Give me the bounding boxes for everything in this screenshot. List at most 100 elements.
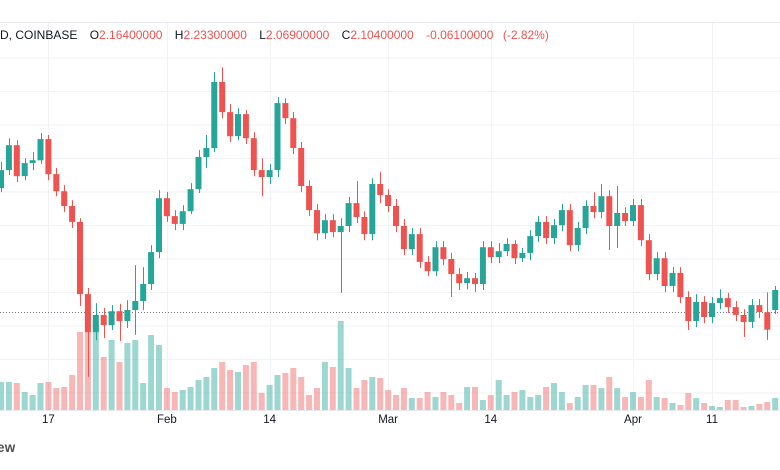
volume-bar: [440, 392, 447, 410]
volume-bar: [314, 388, 320, 410]
volume-bar: [582, 385, 589, 410]
volume-bar: [685, 393, 692, 410]
volume-bar: [156, 345, 162, 410]
volume-bar: [21, 392, 28, 410]
open-label: O: [89, 28, 100, 42]
volume-bar: [464, 387, 471, 410]
candle-body: [266, 170, 273, 178]
volume-bar: [92, 320, 99, 410]
candle-body: [590, 206, 597, 213]
candle-body: [0, 170, 4, 189]
candle-body: [353, 203, 360, 217]
volume-bar: [709, 406, 715, 410]
volume-bar: [637, 397, 644, 410]
candle-body: [645, 240, 652, 275]
volume-bar: [661, 398, 668, 410]
volume-bar: [13, 383, 20, 410]
volume-bar: [543, 387, 550, 410]
candle-body: [5, 145, 12, 171]
candle-body: [13, 145, 20, 177]
volume-bar: [535, 395, 542, 410]
candle-body: [306, 186, 313, 211]
candle-body: [242, 114, 249, 139]
volume-bar: [353, 388, 360, 410]
candle-body: [661, 258, 668, 286]
volume-bar: [732, 400, 739, 410]
change-percent: (-2.82%): [502, 28, 549, 42]
candle-body: [361, 217, 368, 235]
volume-bar: [69, 375, 76, 410]
volume-bar: [456, 403, 463, 410]
time-axis-label: 11: [706, 414, 718, 426]
tradingview-watermark[interactable]: ew: [0, 440, 16, 455]
low-label: L: [259, 28, 266, 42]
candle-body: [314, 210, 320, 234]
volume-bar: [337, 321, 344, 410]
volume-bar: [558, 392, 565, 410]
volume-bar: [361, 380, 368, 410]
candle-body: [701, 301, 708, 317]
candle-body: [92, 315, 99, 333]
candle-body: [29, 160, 36, 164]
volume-bar: [37, 383, 44, 410]
candle-body: [543, 221, 550, 239]
volume-bar: [408, 398, 415, 410]
ohlc-open: O2.16400000: [90, 28, 163, 42]
volume-bar: [701, 403, 708, 410]
volume-bar: [772, 398, 779, 410]
candle-body: [606, 196, 613, 226]
volume-bar: [219, 362, 226, 410]
time-axis-label: 17: [41, 414, 55, 426]
volume-bar: [203, 377, 210, 410]
volume-bar: [345, 368, 352, 410]
candle-body: [163, 198, 170, 217]
volume-bar: [479, 400, 486, 410]
volume-bar: [614, 388, 621, 410]
volume-bar: [574, 397, 581, 410]
close-value: 2.10400000: [350, 28, 414, 42]
volume-bar: [740, 407, 747, 410]
candle-body: [740, 315, 747, 322]
volume-bar: [432, 397, 439, 410]
volume-bar: [653, 397, 660, 410]
volume-bar: [45, 382, 52, 410]
candle-body: [195, 157, 202, 190]
candle-body: [408, 234, 415, 250]
volume-bar: [100, 357, 107, 410]
candle-body: [235, 114, 241, 137]
volume-bar: [140, 383, 147, 410]
candle-body: [637, 205, 644, 241]
candle-body: [337, 226, 344, 233]
symbol-timeframe-exchange[interactable]: D, COINBASE: [0, 28, 78, 42]
close-label: C: [341, 28, 351, 42]
candle-body: [290, 118, 297, 148]
volume-bar: [148, 335, 155, 410]
symbol-legend[interactable]: D, COINBASE O2.16400000 H2.23300000 L2.0…: [0, 27, 555, 43]
volume-bar: [266, 385, 273, 410]
candle-body: [227, 112, 234, 137]
volume-bar: [124, 343, 131, 410]
volume-bar: [5, 382, 12, 410]
candle-body: [622, 213, 629, 222]
candle-body: [685, 297, 692, 322]
volume-bar: [116, 362, 123, 410]
time-axis-label: Apr: [624, 414, 642, 426]
volume-bar: [227, 370, 234, 410]
volume-bar: [400, 388, 407, 410]
candle-body: [369, 184, 376, 235]
volume-bar: [551, 383, 557, 410]
candle-body: [108, 311, 115, 326]
open-value: 2.16400000: [99, 28, 163, 42]
volume-bar: [242, 365, 249, 410]
volume-bar: [598, 388, 605, 410]
candle-body: [519, 252, 526, 259]
candle-body: [448, 259, 455, 275]
candle-body: [535, 221, 542, 237]
time-axis[interactable]: 17 Feb 14 Mar 14 Apr 11: [0, 413, 780, 429]
candle-body: [756, 305, 763, 313]
candle-body: [566, 210, 573, 246]
volume-bar: [163, 388, 170, 410]
candle-body: [179, 211, 186, 224]
volume-bar: [716, 407, 723, 410]
